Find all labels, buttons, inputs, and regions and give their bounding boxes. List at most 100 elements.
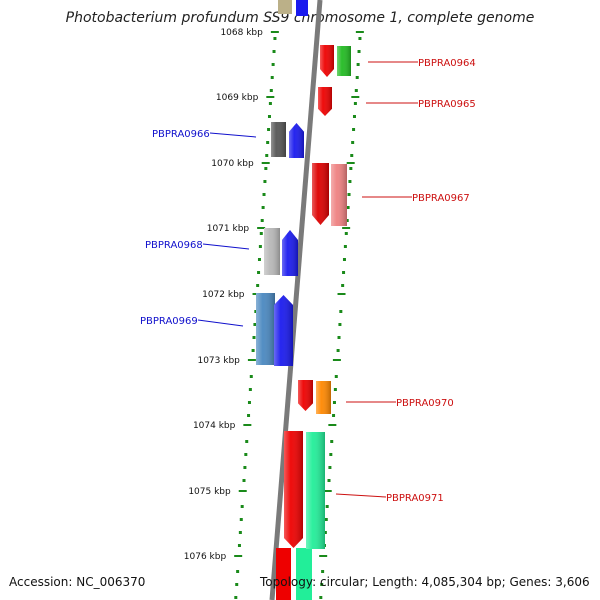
minor-tick xyxy=(269,89,273,92)
minor-tick xyxy=(325,505,329,508)
gene-pbpra0965[interactable]: PBPRA0965 xyxy=(318,87,476,116)
arrow-shading xyxy=(312,163,329,225)
cog-block-shading xyxy=(316,381,331,414)
kbp-label: 1069 kbp xyxy=(216,93,259,103)
minor-tick xyxy=(341,284,345,287)
kbp-label: 1072 kbp xyxy=(202,290,245,300)
minor-tick xyxy=(234,596,238,599)
major-tick xyxy=(266,96,275,98)
minor-tick xyxy=(344,232,348,235)
minor-tick xyxy=(236,570,240,573)
minor-tick xyxy=(337,336,341,339)
arrow-shading xyxy=(274,295,293,366)
major-tick xyxy=(342,227,351,229)
minor-tick xyxy=(244,453,248,456)
minor-tick xyxy=(327,479,331,482)
cog-block-shading xyxy=(256,293,275,365)
partial-genes xyxy=(276,0,312,600)
major-tick xyxy=(351,96,360,98)
minor-tick xyxy=(346,206,350,209)
minor-tick xyxy=(264,167,268,170)
minor-tick xyxy=(261,206,265,209)
major-tick xyxy=(332,359,341,361)
minor-tick xyxy=(243,466,247,469)
kbp-label: 1074 kbp xyxy=(193,421,236,431)
minor-tick xyxy=(349,167,353,170)
major-tick xyxy=(270,31,279,33)
minor-tick xyxy=(267,128,271,131)
minor-tick xyxy=(249,375,253,378)
minor-tick xyxy=(342,258,346,261)
gene-pbpra0970[interactable]: PBPRA0970 xyxy=(298,380,454,414)
arrow-shading xyxy=(320,45,334,77)
minor-tick xyxy=(358,37,362,40)
minor-tick xyxy=(334,375,338,378)
gene-pbpra0966[interactable]: PBPRA0966 xyxy=(152,122,304,158)
label-leader-line xyxy=(335,493,387,498)
minor-tick xyxy=(356,63,360,66)
kbp-label: 1076 kbp xyxy=(184,552,227,562)
gene-label[interactable]: PBPRA0971 xyxy=(386,493,444,504)
gene-label[interactable]: PBPRA0965 xyxy=(418,99,476,110)
minor-tick xyxy=(351,141,355,144)
minor-tick xyxy=(254,310,258,313)
minor-tick xyxy=(257,271,261,274)
minor-tick xyxy=(260,219,264,222)
genes: PBPRA0964 PBPRA0965 PBPRA0966 PBPRA0967 PBPR… xyxy=(140,45,476,549)
gene-label[interactable]: PBPRA0968 xyxy=(145,240,203,251)
gene-label[interactable]: PBPRA0970 xyxy=(396,398,454,409)
partial-gene-block xyxy=(296,0,308,16)
minor-tick xyxy=(273,37,277,40)
cog-block-shading xyxy=(264,228,280,275)
minor-tick xyxy=(350,154,354,157)
cog-block-shading xyxy=(271,122,286,157)
gene-label[interactable]: PBPRA0964 xyxy=(418,58,476,69)
arrow-shading xyxy=(289,123,304,158)
major-tick xyxy=(355,31,364,33)
minor-tick xyxy=(238,531,242,534)
gene-label[interactable]: PBPRA0969 xyxy=(140,316,198,327)
backbone-line xyxy=(269,0,323,600)
minor-tick xyxy=(239,518,243,521)
ruler-ticks: 1068 kbp 1069 kbp 1070 kbp 1071 kbp 1072 kbp… xyxy=(184,28,364,599)
kbp-label: 1071 kbp xyxy=(207,224,250,234)
minor-tick xyxy=(242,479,246,482)
kbp-label: 1073 kbp xyxy=(197,356,240,366)
minor-tick xyxy=(323,531,327,534)
accession-text: Accession: NC_006370 xyxy=(9,575,146,589)
gene-label[interactable]: PBPRA0966 xyxy=(152,129,210,140)
minor-tick xyxy=(348,180,352,183)
gene-label[interactable]: PBPRA0967 xyxy=(412,193,470,204)
gene-pbpra0971[interactable]: PBPRA0971 xyxy=(284,431,444,549)
major-tick xyxy=(243,424,252,426)
minor-tick xyxy=(321,570,325,573)
minor-tick xyxy=(332,414,336,417)
major-tick xyxy=(238,490,247,492)
partial-gene-block xyxy=(296,548,312,600)
gene-pbpra0969[interactable]: PBPRA0969 xyxy=(140,293,293,366)
map-title: Photobacterium profundum SS9 chromosome … xyxy=(65,10,535,26)
gene-pbpra0964[interactable]: PBPRA0964 xyxy=(320,45,476,77)
cog-block-shading xyxy=(331,164,347,226)
gene-pbpra0968[interactable]: PBPRA0968 xyxy=(145,228,298,276)
minor-tick xyxy=(256,284,260,287)
minor-tick xyxy=(354,89,358,92)
minor-tick xyxy=(266,141,270,144)
minor-tick xyxy=(271,63,275,66)
minor-tick xyxy=(353,102,357,105)
arrow-shading xyxy=(318,87,332,116)
minor-tick xyxy=(259,232,263,235)
arrow-shading xyxy=(284,431,303,548)
major-tick xyxy=(319,555,328,557)
minor-tick xyxy=(253,323,257,326)
minor-tick xyxy=(267,115,271,118)
gene-pbpra0967[interactable]: PBPRA0967 xyxy=(312,163,470,226)
minor-tick xyxy=(251,349,255,352)
partial-gene-block xyxy=(276,548,291,600)
minor-tick xyxy=(336,349,340,352)
minor-tick xyxy=(320,583,324,586)
minor-tick xyxy=(263,180,267,183)
major-tick xyxy=(337,293,346,295)
